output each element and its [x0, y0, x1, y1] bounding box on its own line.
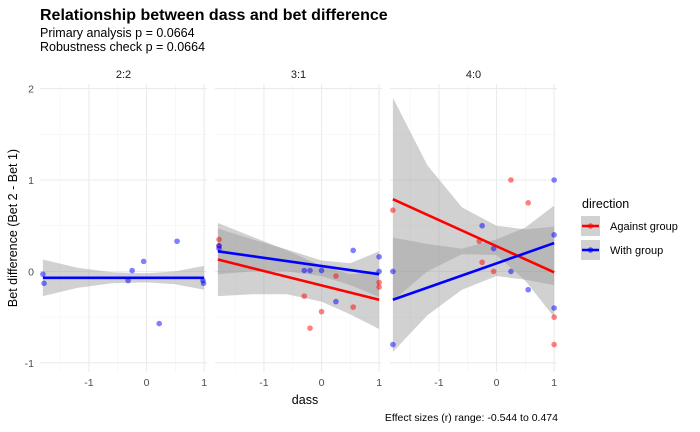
x-tick-label: 1 — [201, 377, 207, 389]
chart-subtitle-line-1: Primary analysis p = 0.0664 — [40, 26, 195, 40]
facet-strip-label: 3:1 — [291, 69, 306, 81]
data-point-against — [333, 273, 339, 279]
legend: direction Against group With group — [581, 197, 678, 260]
legend-key-point — [587, 223, 594, 229]
chart-title: Relationship between dass and bet differ… — [40, 7, 388, 24]
data-point-against — [376, 279, 382, 286]
x-tick-label: 1 — [551, 377, 557, 389]
y-tick-label: 2 — [28, 84, 34, 96]
legend-entry: With group — [581, 240, 663, 260]
data-point-with — [551, 232, 557, 238]
facet-panel-3-1: 3:1 -1 0 1 — [215, 69, 382, 389]
data-point-against — [508, 177, 514, 183]
data-point-against — [216, 236, 222, 243]
facet-panels: -1 0 1 2 2:2 -1 0 1 3:1 -1 0 1 4:0 -1 0 1 — [25, 69, 558, 389]
confidence-ribbon-against — [217, 223, 380, 329]
x-tick-label: -1 — [259, 377, 268, 389]
data-point-against — [307, 325, 313, 331]
facet-strip-label: 2:2 — [116, 69, 131, 81]
data-point-with — [40, 271, 46, 277]
facet-panel-2-2: 2:2 -1 0 1 — [40, 69, 207, 389]
data-point-against — [551, 341, 557, 348]
panel-plot-area — [40, 238, 207, 327]
x-tick-label: 0 — [319, 377, 325, 389]
data-point-with — [125, 277, 131, 284]
fit-line-with — [217, 250, 380, 276]
data-point-with — [390, 268, 396, 275]
x-axis-title: dass — [292, 393, 318, 407]
chart-subtitle-line-2: Robustness check p = 0.0664 — [40, 40, 205, 54]
facet-panel-4-0: 4:0 -1 0 1 — [390, 69, 557, 389]
x-tick-label: -1 — [434, 377, 443, 389]
data-point-with — [525, 286, 532, 293]
data-point-with — [376, 253, 382, 260]
fit-line-against — [217, 258, 380, 302]
data-point-against — [390, 207, 396, 213]
x-tick-label: 0 — [494, 377, 500, 389]
y-tick-label: 1 — [28, 175, 34, 187]
data-point-with — [479, 222, 485, 229]
data-point-with — [301, 267, 308, 274]
y-tick-label: 0 — [28, 266, 34, 278]
data-point-against — [376, 284, 382, 290]
x-tick-label: 0 — [144, 377, 150, 389]
data-point-against — [479, 259, 485, 266]
data-point-with — [551, 177, 557, 183]
data-point-against — [350, 304, 357, 310]
legend-label: With group — [610, 245, 663, 257]
data-point-with — [140, 258, 147, 265]
data-point-with — [333, 298, 339, 305]
data-point-against — [490, 268, 497, 275]
data-point-with — [350, 247, 357, 254]
data-point-with — [200, 280, 207, 287]
confidence-ribbon-with — [392, 205, 555, 352]
legend-entry: Against group — [581, 216, 678, 236]
data-point-with — [41, 280, 47, 287]
chart-caption: Effect sizes (r) range: -0.544 to 0.474 — [385, 412, 558, 424]
data-point-against — [551, 314, 557, 320]
data-point-with — [508, 268, 514, 275]
legend-title: direction — [582, 197, 629, 211]
data-point-with — [551, 305, 557, 311]
x-tick-label: -1 — [84, 377, 93, 389]
data-point-with — [490, 245, 497, 252]
data-point-with — [156, 320, 163, 327]
facet-strip-label: 4:0 — [466, 69, 481, 81]
data-point-against — [525, 200, 532, 206]
data-point-with — [318, 267, 325, 274]
data-point-with — [307, 267, 313, 274]
data-point-with — [174, 238, 180, 245]
data-point-with — [390, 341, 396, 348]
panel-plot-area — [216, 223, 382, 331]
fit-line-with — [392, 241, 555, 301]
confidence-ribbon-against — [392, 97, 555, 318]
y-axis-title: Bet difference (Bet 2 - Bet 1) — [6, 149, 20, 307]
data-point-with — [129, 267, 135, 274]
panel-plot-area — [390, 97, 557, 352]
fit-line-against — [392, 198, 555, 274]
legend-label: Against group — [610, 221, 678, 233]
legend-key-point — [587, 247, 594, 253]
data-point-against — [301, 293, 308, 299]
x-tick-label: 1 — [376, 377, 382, 389]
y-tick-label: -1 — [25, 358, 34, 370]
data-point-against — [318, 308, 325, 315]
data-point-with — [216, 243, 222, 249]
